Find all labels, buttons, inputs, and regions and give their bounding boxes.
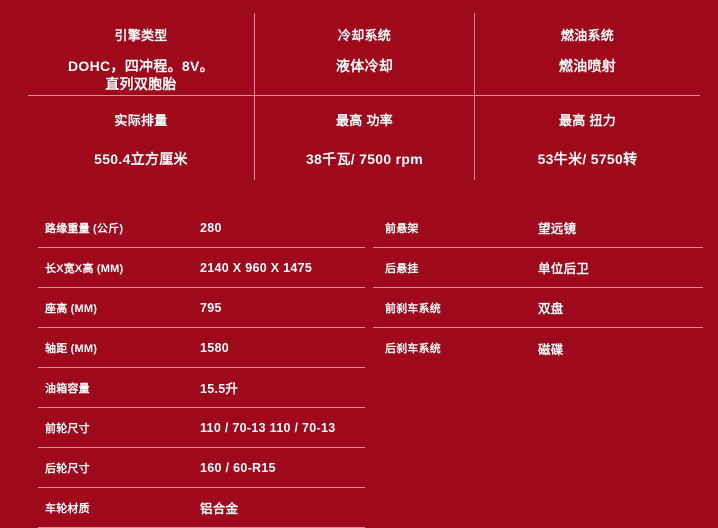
- spec-cell-max-torque: 最高 扭力 53牛米/ 5750转: [475, 96, 700, 180]
- max-power-header: 最高 功率: [335, 113, 394, 128]
- front-brake-label: 前刹车系统: [385, 302, 441, 315]
- spec-list-right: 前悬架 望远镜 后悬挂 单位后卫 前刹车系统 双盘 后刹车系统 磁碟: [373, 208, 703, 368]
- spec-row-rear-tire: 后轮尺寸 160 / 60-R15: [38, 448, 365, 488]
- fuel-system-value: 燃油喷射: [558, 58, 617, 74]
- curb-weight-label: 路缘重量 (公斤): [45, 222, 124, 235]
- rear-brake-value: 磁碟: [538, 342, 564, 357]
- wheelbase-label: 轴距 (MM): [45, 342, 98, 355]
- front-tire-label: 前轮尺寸: [45, 422, 90, 435]
- wheel-material-value: 铝合金: [200, 502, 239, 516]
- spec-cell-max-power: 最高 功率 38千瓦/ 7500 rpm: [255, 96, 475, 180]
- front-suspension-value: 望远镜: [538, 222, 577, 236]
- spec-row-fuel-capacity: 油箱容量 15.5升: [38, 368, 365, 408]
- spec-row-seat-height: 座高 (MM) 795: [38, 288, 365, 328]
- curb-weight-value: 280: [200, 220, 222, 235]
- wheelbase-value: 1580: [200, 340, 230, 355]
- front-suspension-label: 前悬架: [385, 222, 419, 235]
- max-power-value: 38千瓦/ 7500 rpm: [305, 151, 424, 167]
- seat-height-value: 795: [200, 300, 222, 315]
- rear-tire-value: 160 / 60-R15: [200, 460, 276, 475]
- rear-brake-label: 后刹车系统: [385, 343, 441, 355]
- spec-row-dimensions: 长X宽X高 (MM) 2140 X 960 X 1475: [38, 248, 365, 288]
- spec-row-wheelbase: 轴距 (MM) 1580: [38, 328, 365, 368]
- engine-type-value: DOHC，四冲程。8V。 直列双胞胎: [68, 57, 214, 93]
- seat-height-label: 座高 (MM): [45, 302, 98, 315]
- rear-suspension-label: 后悬挂: [385, 262, 419, 275]
- engine-spec-grid: 引擎类型 DOHC，四冲程。8V。 直列双胞胎 冷却系统 液体冷却 燃油系统 燃…: [28, 13, 700, 180]
- spec-row-front-brake: 前刹车系统 双盘: [373, 288, 703, 328]
- rear-suspension-value: 单位后卫: [538, 262, 590, 276]
- fuel-capacity-label: 油箱容量: [45, 382, 90, 395]
- spec-cell-fuel-system: 燃油系统 燃油喷射: [475, 13, 700, 96]
- front-tire-value: 110 / 70-13 110 / 70-13: [200, 420, 336, 435]
- spec-row-rear-suspension: 后悬挂 单位后卫: [373, 248, 703, 288]
- engine-type-value-line1: DOHC，四冲程。8V。: [68, 58, 214, 74]
- fuel-system-header: 燃油系统: [560, 28, 615, 43]
- displacement-value: 550.4立方厘米: [94, 151, 188, 167]
- spec-list-left: 路缘重量 (公斤) 280 长X宽X高 (MM) 2140 X 960 X 14…: [38, 208, 365, 528]
- dimensions-label: 长X宽X高 (MM): [45, 262, 124, 275]
- spec-row-curb-weight: 路缘重量 (公斤) 280: [38, 208, 365, 248]
- engine-type-value-line2: 直列双胞胎: [105, 76, 177, 92]
- front-brake-value: 双盘: [538, 302, 564, 316]
- spec-cell-cooling-system: 冷却系统 液体冷却: [255, 13, 475, 96]
- spec-row-front-suspension: 前悬架 望远镜: [373, 208, 703, 248]
- spec-row-wheel-material: 车轮材质 铝合金: [38, 488, 365, 528]
- cooling-system-header: 冷却系统: [337, 28, 392, 43]
- spec-row-front-tire: 前轮尺寸 110 / 70-13 110 / 70-13: [38, 408, 365, 448]
- dimensions-value: 2140 X 960 X 1475: [200, 260, 313, 275]
- wheel-material-label: 车轮材质: [45, 502, 90, 515]
- engine-type-header: 引擎类型: [114, 28, 168, 43]
- max-torque-value: 53牛米/ 5750转: [537, 151, 638, 167]
- spec-cell-displacement: 实际排量 550.4立方厘米: [28, 96, 255, 180]
- cooling-system-value: 液体冷却: [335, 58, 394, 74]
- max-torque-header: 最高 扭力: [558, 113, 617, 128]
- spec-row-rear-brake: 后刹车系统 磁碟: [373, 328, 703, 368]
- rear-tire-label: 后轮尺寸: [45, 462, 90, 475]
- spec-cell-engine-type: 引擎类型 DOHC，四冲程。8V。 直列双胞胎: [28, 13, 255, 96]
- displacement-header: 实际排量: [114, 113, 168, 128]
- fuel-capacity-value: 15.5升: [200, 382, 239, 396]
